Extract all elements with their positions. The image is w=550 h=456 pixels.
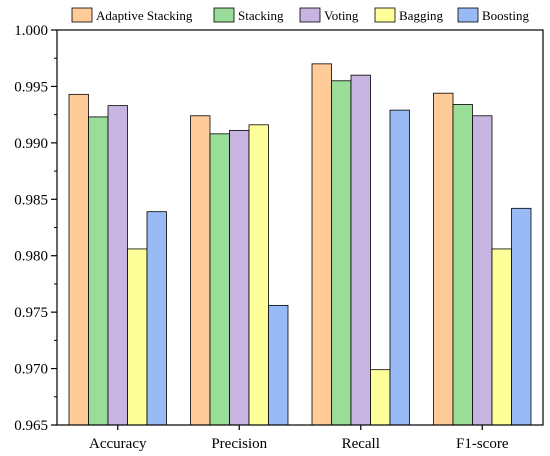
y-tick-label: 0.970	[14, 362, 48, 378]
bar-boosting-recall	[389, 109, 410, 426]
x-tick-label-recall: Recall	[342, 436, 380, 452]
bar-bagging-recall	[370, 369, 391, 426]
bar-adaptive-stacking-accuracy	[68, 93, 89, 426]
x-tick-label-accuracy: Accuracy	[89, 436, 147, 452]
legend-label-boosting: Boosting	[482, 8, 529, 23]
bar-stacking-accuracy	[88, 116, 109, 426]
legend-label-voting: Voting	[324, 8, 359, 23]
bar-bagging-f1-score	[491, 248, 512, 426]
bars	[68, 63, 532, 426]
bar-stacking-precision	[209, 133, 230, 426]
x-tick-label-precision: Precision	[211, 436, 267, 452]
bar-adaptive-stacking-precision	[190, 115, 211, 426]
axes: 0.965 0.970 0.975 0.980 0.985 0.990 0.995 1.000…	[14, 23, 544, 452]
bar-voting-f1-score	[472, 115, 493, 426]
bar-voting-recall	[350, 74, 371, 426]
bar-bagging-precision	[248, 124, 269, 426]
y-tick-label: 0.985	[14, 192, 48, 208]
legend-label-bagging: Bagging	[399, 8, 444, 23]
legend: Adaptive Stacking Stacking Voting Bagging Bo…	[71, 7, 529, 23]
bar-boosting-f1-score	[511, 207, 532, 426]
y-tick-label: 0.990	[14, 136, 48, 152]
bar-stacking-f1-score	[452, 104, 473, 426]
y-tick-label: 0.965	[14, 418, 48, 434]
bar-adaptive-stacking-f1-score	[433, 92, 454, 426]
bar-boosting-accuracy	[146, 211, 167, 426]
y-tick-label: 1.000	[14, 23, 48, 39]
bar-voting-precision	[229, 130, 250, 426]
bar-bagging-accuracy	[127, 248, 148, 426]
legend-swatch-boosting	[457, 7, 479, 23]
y-tick-label: 0.980	[14, 249, 48, 265]
legend-swatch-voting	[299, 7, 321, 23]
legend-label-adaptive-stacking: Adaptive Stacking	[96, 8, 193, 23]
legend-swatch-bagging	[374, 7, 396, 23]
bar-stacking-recall	[331, 80, 352, 426]
y-tick-label: 0.995	[14, 79, 48, 95]
bar-adaptive-stacking-recall	[311, 63, 332, 426]
legend-swatch-stacking	[213, 7, 235, 23]
x-tick-label-f1-score: F1-score	[456, 436, 509, 452]
bar-voting-accuracy	[107, 105, 128, 426]
y-tick-label: 0.975	[14, 305, 48, 321]
bar-boosting-precision	[268, 304, 289, 426]
legend-swatch-adaptive-stacking	[71, 7, 93, 23]
legend-label-stacking: Stacking	[238, 8, 284, 23]
